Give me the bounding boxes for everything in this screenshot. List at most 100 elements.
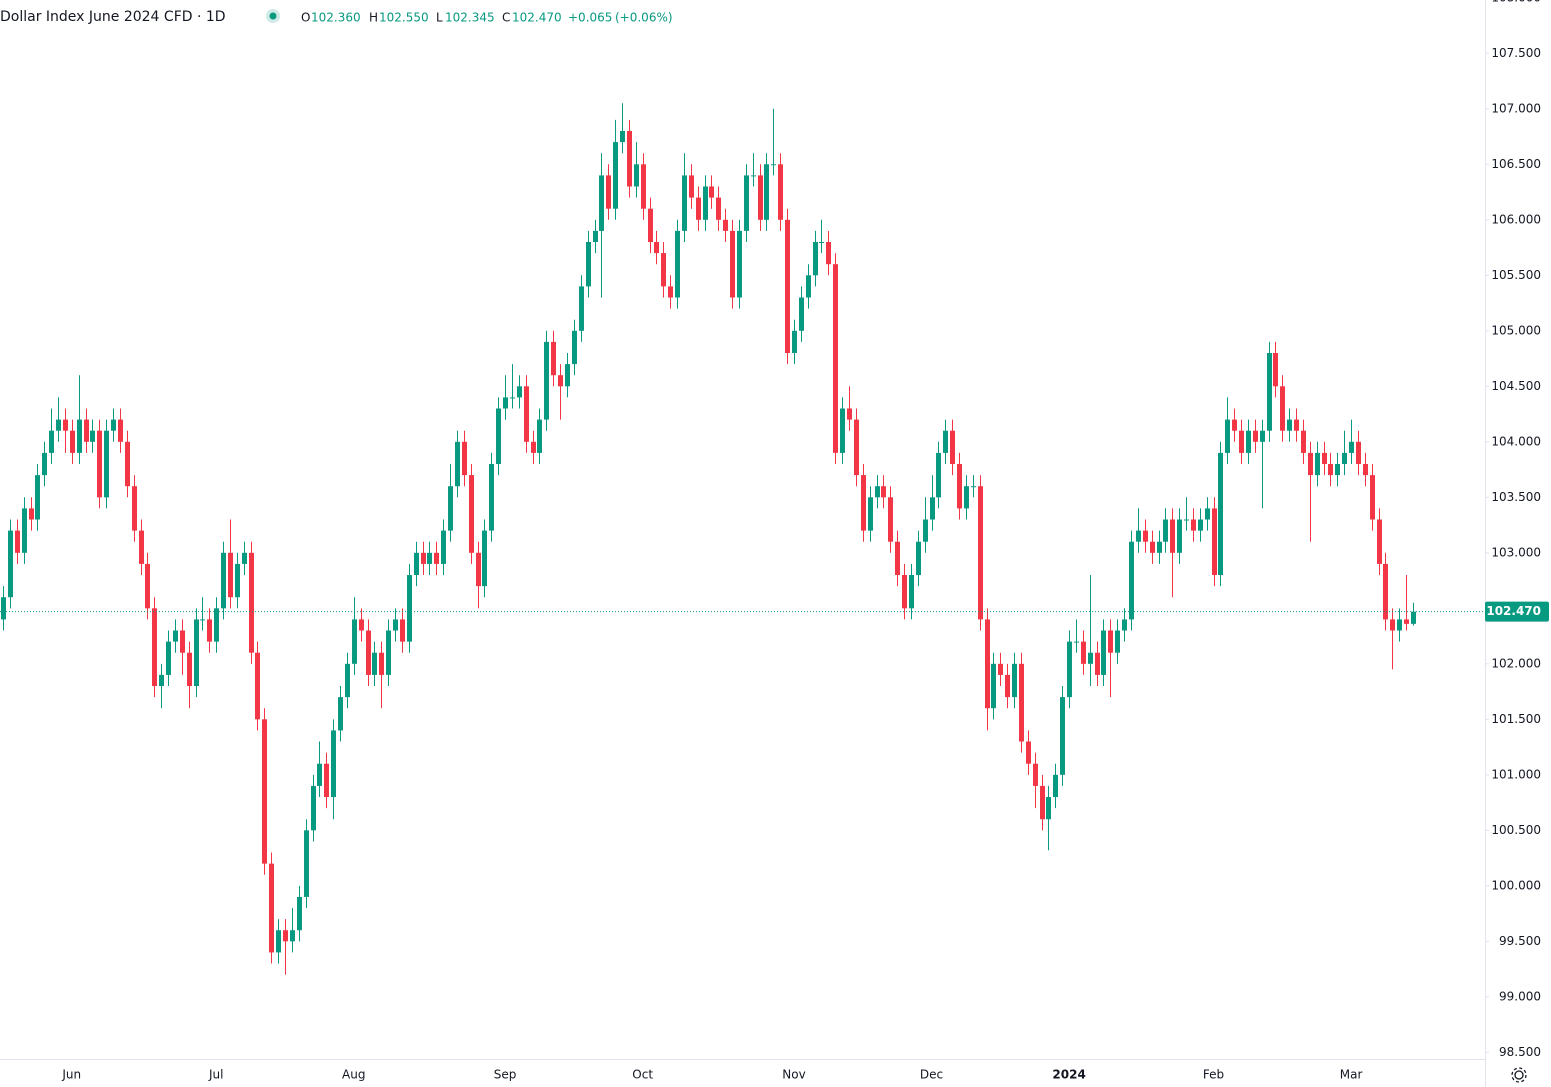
candle-body — [338, 697, 343, 731]
candle-body — [1150, 541, 1155, 553]
candle-body — [152, 608, 157, 687]
candle-body — [833, 264, 838, 453]
candle-body — [77, 419, 82, 453]
candle-body — [1005, 674, 1010, 698]
candle-body — [1184, 519, 1189, 521]
candle-body — [593, 230, 598, 242]
candle-body — [847, 408, 852, 420]
ohlc-value: 102.470 — [512, 11, 562, 25]
candle-body — [173, 630, 178, 642]
y-tick-label: 102.000 — [1491, 656, 1541, 670]
last-price-label: 102.470 — [1486, 604, 1541, 618]
candle-body — [613, 142, 618, 209]
candle-body — [868, 497, 873, 531]
candle-body — [297, 896, 302, 931]
candle-body — [118, 419, 123, 442]
candle-body — [551, 341, 556, 376]
candle-body — [97, 430, 102, 498]
candle-body — [964, 486, 969, 509]
candle-body — [1397, 619, 1402, 631]
candle-body — [1095, 652, 1100, 675]
candle-body — [881, 486, 886, 498]
candle-body — [943, 430, 948, 453]
candle-body — [8, 530, 13, 598]
candle-body — [400, 619, 405, 642]
candle-body — [641, 164, 646, 209]
candle-body — [531, 441, 536, 453]
candle-body — [627, 130, 632, 187]
y-tick-label: 107.000 — [1491, 101, 1541, 115]
x-tick-label: Oct — [632, 1068, 653, 1082]
y-tick-label: 104.000 — [1491, 434, 1541, 448]
candle-body — [1232, 419, 1237, 431]
candle-body — [1322, 452, 1327, 465]
candle-body — [386, 630, 391, 675]
y-tick-label: 99.500 — [1499, 934, 1541, 948]
y-tick-label: 103.500 — [1491, 490, 1541, 504]
candle-body — [1287, 419, 1292, 431]
candle-body — [606, 175, 611, 209]
candle-body — [682, 175, 687, 231]
candle-body — [909, 575, 914, 609]
candle-body — [1060, 697, 1065, 775]
candle-body — [888, 497, 893, 542]
candle-body — [1301, 430, 1306, 453]
candle-body — [620, 130, 625, 143]
candle-body — [49, 430, 54, 453]
candle-body — [709, 186, 714, 198]
candle-body — [1081, 641, 1086, 664]
candle-body — [586, 241, 591, 287]
gear-ring — [1514, 1070, 1524, 1080]
candle-body — [799, 297, 804, 331]
candle-body — [1157, 541, 1162, 553]
candle-body — [1308, 452, 1313, 476]
candle-body — [1370, 475, 1375, 520]
status-dot — [269, 12, 277, 20]
candle-body — [469, 475, 474, 553]
candle-body — [283, 930, 288, 942]
candle-body — [572, 330, 577, 365]
candle-body — [352, 619, 357, 664]
candle-body — [565, 364, 570, 387]
candle-body — [861, 475, 866, 531]
candle-body — [648, 208, 653, 242]
settings-icon[interactable] — [1511, 1067, 1527, 1083]
candle-body — [455, 441, 460, 487]
candle-body — [599, 175, 604, 231]
candle-body — [675, 230, 680, 298]
candle-body — [1053, 774, 1058, 798]
candle-body — [517, 386, 522, 398]
candle-body — [125, 441, 130, 487]
candle-body — [214, 608, 219, 642]
candle-body — [1205, 508, 1210, 520]
candle-body — [317, 763, 322, 786]
candle-body — [957, 464, 962, 509]
candle-body — [200, 619, 205, 621]
candle-body — [1, 597, 6, 620]
candle-body — [496, 408, 501, 465]
ohlc-name: C — [502, 11, 510, 25]
candle-body — [1129, 541, 1134, 620]
candle-body — [1411, 611, 1416, 624]
candle-body — [971, 486, 976, 488]
candle-body — [70, 430, 75, 453]
candle-body — [22, 508, 27, 553]
candle-body — [916, 541, 921, 576]
candle-body — [744, 175, 749, 231]
candle-body — [895, 541, 900, 576]
candle-body — [1218, 452, 1223, 576]
candle-body — [1046, 797, 1051, 820]
candle-body — [716, 197, 721, 220]
candle-body — [1342, 452, 1347, 465]
y-tick-label: 103.000 — [1491, 545, 1541, 559]
candle-body — [998, 663, 1003, 675]
candle-body — [1294, 419, 1299, 431]
candle-body — [1315, 452, 1320, 476]
y-tick-label: 106.000 — [1491, 212, 1541, 226]
candle-body — [771, 164, 776, 166]
candle-body — [785, 219, 790, 353]
candle-body — [826, 241, 831, 265]
x-tick-label: Sep — [494, 1068, 517, 1082]
candle-body — [145, 563, 150, 609]
candle-body — [1026, 741, 1031, 764]
